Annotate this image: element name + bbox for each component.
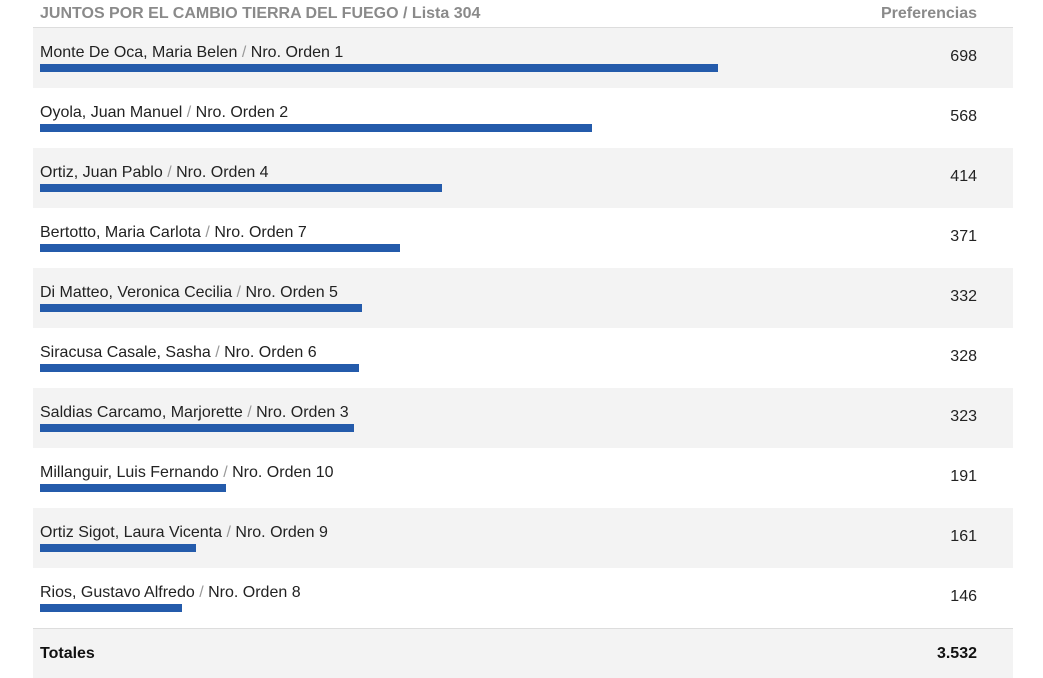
vote-bar — [40, 604, 182, 612]
candidate-name: Monte De Oca, Maria Belen — [40, 44, 238, 61]
candidate-row: Siracusa Casale, Sasha / Nro. Orden 6 328 — [33, 328, 1013, 388]
separator: / — [247, 404, 252, 421]
vote-count: 568 — [950, 108, 977, 125]
order-number: Nro. Orden 7 — [214, 224, 307, 241]
separator: / — [403, 5, 408, 22]
order-number: Nro. Orden 9 — [235, 524, 328, 541]
candidate-name: Rios, Gustavo Alfredo — [40, 584, 195, 601]
order-number: Nro. Orden 6 — [224, 344, 317, 361]
vote-bar — [40, 64, 718, 72]
vote-count: 698 — [950, 48, 977, 65]
candidate-row: Oyola, Juan Manuel / Nro. Orden 2 568 — [33, 88, 1013, 148]
candidate-row: Saldias Carcamo, Marjorette / Nro. Orden… — [33, 388, 1013, 448]
candidate-label: Ortiz, Juan Pablo / Nro. Orden 4 — [40, 164, 269, 182]
vote-bar — [40, 424, 354, 432]
party-title: JUNTOS POR EL CAMBIO TIERRA DEL FUEGO — [40, 5, 399, 22]
separator: / — [226, 524, 231, 541]
candidate-row: Monte De Oca, Maria Belen / Nro. Orden 1… — [33, 28, 1013, 88]
vote-bar — [40, 304, 363, 312]
vote-bar — [40, 544, 197, 552]
separator: / — [241, 44, 247, 61]
candidate-name: Siracusa Casale, Sasha — [40, 344, 211, 361]
candidate-name: Saldias Carcamo, Marjorette — [40, 404, 243, 421]
separator: / — [186, 104, 192, 121]
vote-count: 414 — [950, 168, 977, 185]
candidate-row: Bertotto, Maria Carlota / Nro. Orden 7 37… — [33, 208, 1013, 268]
vote-count: 323 — [950, 408, 977, 425]
candidate-row: Ortiz, Juan Pablo / Nro. Orden 4 414 — [33, 148, 1013, 208]
vote-count: 371 — [950, 228, 977, 245]
list-header: JUNTOS POR EL CAMBIO TIERRA DEL FUEGO / … — [40, 5, 480, 23]
column-header: Preferencias — [880, 5, 977, 22]
order-number: Nro. Orden 5 — [245, 284, 338, 301]
candidate-name: Di Matteo, Veronica Cecilia — [40, 284, 233, 301]
candidate-label: Monte De Oca, Maria Belen / Nro. Orden 1 — [40, 44, 343, 62]
vote-count: 328 — [950, 348, 977, 365]
candidate-label: Millanguir, Luis Fernando / Nro. Orden 1… — [40, 464, 334, 482]
separator: / — [199, 584, 204, 601]
candidate-name: Ortiz Sigot, Laura Vicenta — [40, 524, 223, 541]
candidate-label: Saldias Carcamo, Marjorette / Nro. Orden… — [40, 404, 349, 422]
candidate-label: Bertotto, Maria Carlota / Nro. Orden 7 — [40, 224, 307, 242]
candidate-label: Siracusa Casale, Sasha / Nro. Orden 6 — [40, 344, 317, 362]
candidate-row: Di Matteo, Veronica Cecilia / Nro. Orden… — [33, 268, 1013, 328]
order-number: Nro. Orden 3 — [256, 404, 349, 421]
vote-bar — [40, 484, 226, 492]
vote-count: 332 — [950, 288, 977, 305]
candidate-row: Ortiz Sigot, Laura Vicenta / Nro. Orden … — [33, 508, 1013, 568]
vote-count: 146 — [950, 588, 977, 605]
results-table: Totales 3.532 Monte De Oca, Maria Belen … — [33, 27, 1013, 678]
separator: / — [205, 224, 210, 241]
totals-value: 3.532 — [936, 645, 977, 662]
candidate-name: Ortiz, Juan Pablo — [40, 164, 163, 181]
vote-count: 191 — [950, 468, 977, 485]
separator: / — [223, 464, 228, 481]
separator: / — [215, 344, 220, 361]
order-number: Nro. Orden 4 — [176, 164, 269, 181]
list-number: Lista 304 — [411, 5, 481, 22]
vote-bar — [40, 184, 443, 192]
candidate-label: Ortiz Sigot, Laura Vicenta / Nro. Orden … — [40, 524, 328, 542]
candidate-row: Millanguir, Luis Fernando / Nro. Orden 1… — [33, 448, 1013, 508]
candidate-label: Di Matteo, Veronica Cecilia / Nro. Orden… — [40, 284, 338, 302]
separator: / — [236, 284, 241, 301]
order-number: Nro. Orden 1 — [250, 44, 344, 61]
candidate-row: Rios, Gustavo Alfredo / Nro. Orden 8 146 — [33, 568, 1013, 628]
order-number: Nro. Orden 10 — [232, 464, 334, 481]
vote-bar — [40, 364, 359, 372]
order-number: Nro. Orden 2 — [195, 104, 289, 121]
order-number: Nro. Orden 8 — [208, 584, 301, 601]
candidate-name: Millanguir, Luis Fernando — [40, 464, 219, 481]
candidate-label: Rios, Gustavo Alfredo / Nro. Orden 8 — [40, 584, 301, 602]
vote-count: 161 — [950, 528, 977, 545]
totals-row: Totales 3.532 — [33, 627, 1013, 678]
candidate-label: Oyola, Juan Manuel / Nro. Orden 2 — [40, 104, 288, 122]
separator: / — [167, 164, 172, 181]
totals-label: Totales — [40, 645, 95, 662]
vote-bar — [40, 244, 401, 252]
vote-bar — [40, 124, 592, 132]
candidate-name: Oyola, Juan Manuel — [40, 104, 183, 121]
candidate-name: Bertotto, Maria Carlota — [40, 224, 201, 241]
